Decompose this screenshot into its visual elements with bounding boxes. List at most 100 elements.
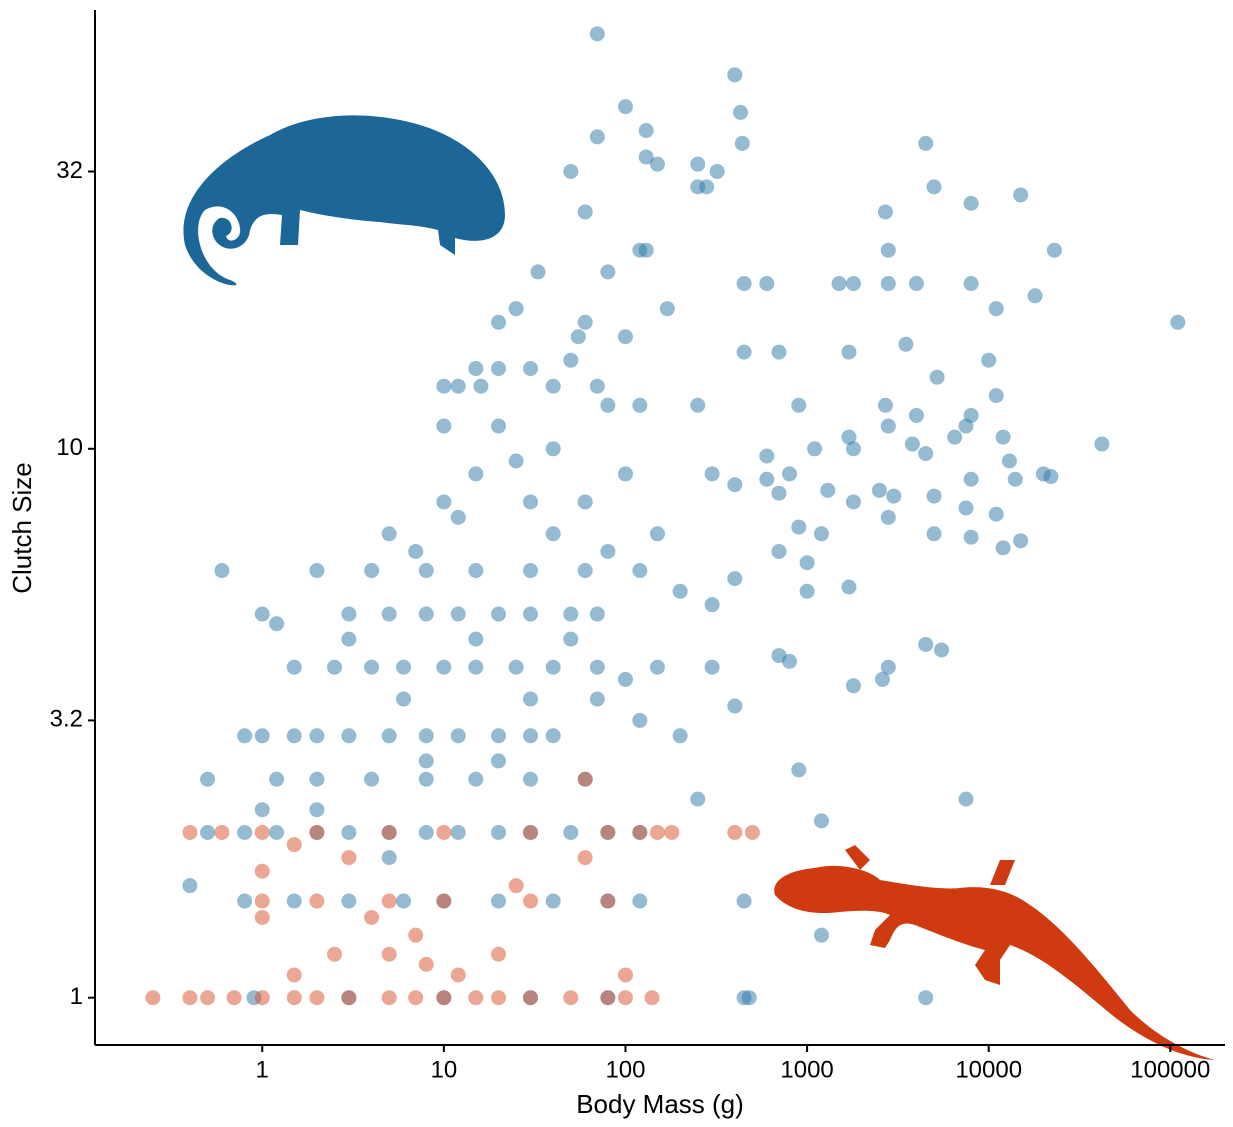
y-tick-label: 10 xyxy=(56,434,83,461)
point xyxy=(364,563,380,579)
point xyxy=(632,563,648,579)
point xyxy=(880,509,896,525)
point xyxy=(523,728,539,744)
point xyxy=(820,482,836,498)
point xyxy=(841,429,857,445)
chameleon-silhouette xyxy=(183,115,506,286)
point xyxy=(577,204,593,220)
point xyxy=(309,893,325,909)
point xyxy=(341,728,357,744)
point xyxy=(1007,471,1023,487)
x-tick-label: 10000 xyxy=(955,1056,1022,1083)
point xyxy=(418,606,434,622)
point xyxy=(577,563,593,579)
point xyxy=(523,691,539,707)
point xyxy=(381,526,397,542)
point xyxy=(988,506,1004,522)
point xyxy=(237,893,253,909)
point xyxy=(736,344,752,360)
point xyxy=(845,276,861,292)
point xyxy=(450,378,466,394)
point xyxy=(182,878,198,894)
point xyxy=(418,753,434,769)
point xyxy=(672,728,688,744)
point xyxy=(880,659,896,675)
point xyxy=(364,771,380,787)
point xyxy=(309,990,325,1006)
point xyxy=(699,179,715,195)
point xyxy=(563,990,579,1006)
point xyxy=(396,691,412,707)
point xyxy=(600,990,616,1006)
point xyxy=(450,606,466,622)
point xyxy=(269,616,285,632)
point xyxy=(577,494,593,510)
point xyxy=(781,466,797,482)
point xyxy=(545,659,561,675)
point xyxy=(381,893,397,909)
point xyxy=(813,813,829,829)
point xyxy=(381,946,397,962)
point xyxy=(381,850,397,866)
point xyxy=(286,967,302,983)
point xyxy=(508,878,524,894)
point xyxy=(286,893,302,909)
point xyxy=(880,242,896,258)
point xyxy=(491,361,507,377)
point xyxy=(418,956,434,972)
point xyxy=(638,123,654,139)
x-tick-label: 1000 xyxy=(780,1056,833,1083)
point xyxy=(450,824,466,840)
point xyxy=(632,397,648,413)
point xyxy=(632,893,648,909)
point xyxy=(491,946,507,962)
point xyxy=(963,276,979,292)
point xyxy=(436,494,452,510)
x-axis-label: Body Mass (g) xyxy=(576,1089,744,1119)
point xyxy=(727,698,743,714)
point xyxy=(381,990,397,1006)
point xyxy=(813,526,829,542)
point xyxy=(871,482,887,498)
point xyxy=(877,204,893,220)
point xyxy=(759,471,775,487)
point xyxy=(418,563,434,579)
point xyxy=(530,264,546,280)
point xyxy=(1001,453,1017,469)
point xyxy=(577,771,593,787)
point xyxy=(491,753,507,769)
point xyxy=(468,466,484,482)
point xyxy=(617,967,633,983)
point xyxy=(880,276,896,292)
point xyxy=(908,276,924,292)
point xyxy=(254,863,270,879)
point xyxy=(600,543,616,559)
point xyxy=(617,466,633,482)
point xyxy=(874,671,890,687)
point xyxy=(1043,469,1059,485)
point xyxy=(704,597,720,613)
point xyxy=(508,453,524,469)
point xyxy=(904,436,920,452)
point xyxy=(600,264,616,280)
point xyxy=(918,446,934,462)
point xyxy=(545,441,561,457)
points xyxy=(145,26,1186,1006)
point xyxy=(771,344,787,360)
point xyxy=(988,388,1004,404)
point xyxy=(845,441,861,457)
point xyxy=(799,555,815,571)
point xyxy=(600,397,616,413)
point xyxy=(841,579,857,595)
point xyxy=(436,893,452,909)
point xyxy=(649,526,665,542)
point xyxy=(523,606,539,622)
point xyxy=(704,659,720,675)
point xyxy=(831,276,847,292)
point xyxy=(908,407,924,423)
point xyxy=(926,179,942,195)
point xyxy=(408,927,424,943)
point xyxy=(918,990,934,1006)
point xyxy=(741,990,757,1006)
